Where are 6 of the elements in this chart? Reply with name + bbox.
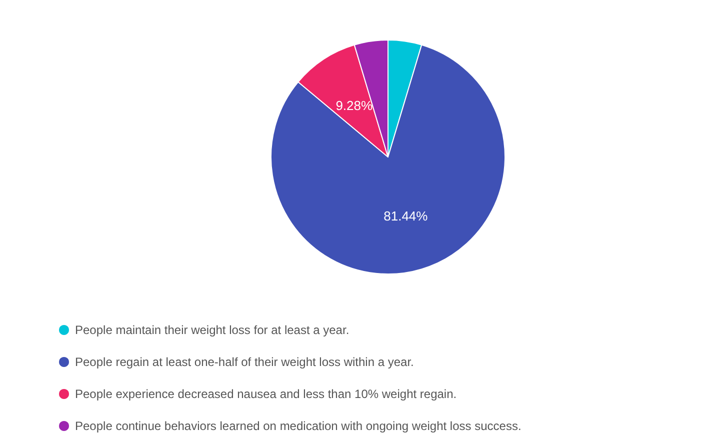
legend-label: People maintain their weight loss for at least a year. <box>75 323 350 337</box>
legend-label: People regain at least one-half of their weight loss within a year. <box>75 355 414 369</box>
data-label: 9.28% <box>336 98 374 114</box>
data-label: 81.44% <box>384 208 428 224</box>
legend-label: People experience decreased nausea and less than 10% weight regain. <box>75 387 457 401</box>
legend-label: People continue behaviors learned on medication with ongoing weight loss success. <box>75 419 522 433</box>
